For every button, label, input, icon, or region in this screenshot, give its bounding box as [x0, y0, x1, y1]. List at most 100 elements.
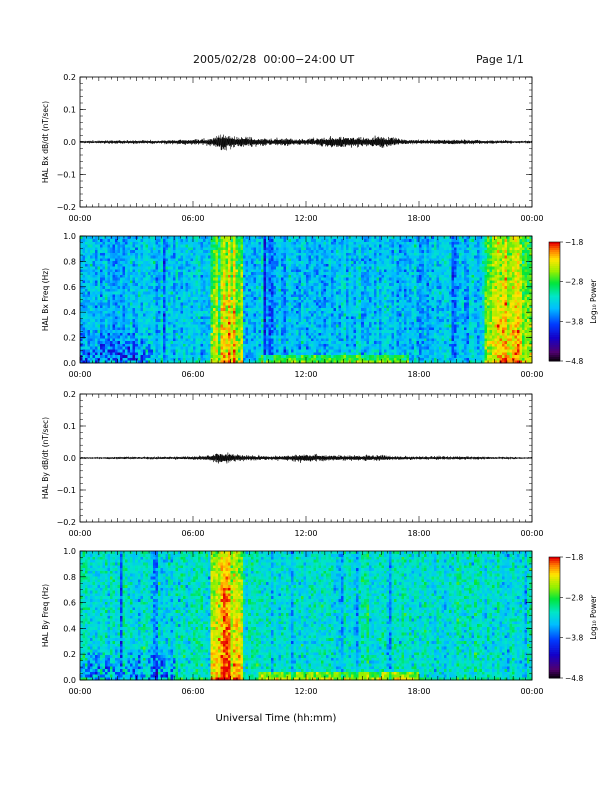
spectrogram-cell	[298, 291, 302, 295]
spectrogram-cell	[185, 329, 189, 333]
spectrogram-cell	[125, 332, 129, 336]
spectrogram-cell	[127, 280, 131, 284]
spectrogram-cell	[90, 249, 93, 253]
spectrogram-cell	[97, 258, 101, 262]
spectrogram-cell	[265, 255, 269, 259]
spectrogram-cell	[306, 299, 309, 303]
spectrogram-cell	[162, 241, 166, 245]
spectrogram-cell	[308, 282, 312, 286]
spectrogram-cell	[200, 346, 204, 350]
spectrogram-cell	[328, 247, 332, 251]
spectrogram-cell	[182, 332, 186, 336]
spectrogram-cell	[170, 296, 174, 300]
spectrogram-cell	[172, 313, 176, 317]
spectrogram-cell	[338, 285, 342, 289]
spectrogram-cell	[268, 282, 272, 286]
spectrogram-cell	[167, 335, 171, 339]
spectrogram-cell	[273, 252, 277, 256]
spectrogram-cell	[333, 288, 337, 292]
spectrogram-cell	[203, 351, 206, 356]
spectrogram-cell	[311, 332, 314, 336]
spectrogram-cell	[243, 274, 247, 278]
spectrogram-cell	[95, 238, 98, 242]
spectrogram-cell	[293, 258, 297, 262]
spectrogram-cell	[225, 299, 229, 303]
spectrogram-cell	[270, 255, 274, 259]
spectrogram-cell	[283, 291, 287, 295]
spectrogram-cell	[160, 357, 164, 361]
spectrogram-cell	[263, 282, 267, 286]
spectrogram-cell	[130, 360, 134, 364]
spectrogram-cell	[112, 263, 116, 267]
spectrogram-cell	[187, 357, 191, 361]
spectrogram-cell	[338, 307, 342, 311]
spectrogram-cell	[306, 238, 309, 242]
spectrogram-cell	[328, 357, 332, 361]
spectrogram-cell	[208, 321, 211, 325]
spectrogram-cell	[260, 263, 264, 267]
spectrogram-cell	[326, 258, 329, 262]
spectrogram-cell	[190, 324, 194, 328]
spectrogram-cell	[321, 291, 324, 295]
spectrogram-cell	[142, 288, 146, 292]
spectrogram-cell	[208, 332, 211, 336]
spectrogram-cell	[218, 291, 221, 295]
spectrogram-cell	[165, 296, 169, 300]
spectrogram-cell	[316, 269, 319, 273]
spectrogram-cell	[185, 324, 189, 328]
spectrogram-cell	[130, 241, 134, 245]
spectrogram-cell	[298, 302, 302, 306]
spectrogram-cell	[313, 296, 317, 300]
spectrogram-cell	[180, 296, 184, 300]
spectrogram-cell	[82, 327, 86, 331]
spectrogram-cell	[311, 329, 314, 333]
spectrogram-cell	[120, 332, 123, 336]
spectrogram-cell	[260, 258, 264, 262]
spectrogram-cell	[298, 349, 302, 353]
spectrogram-cell	[265, 258, 269, 262]
spectrogram-cell	[336, 324, 339, 328]
spectrogram-cell	[240, 293, 244, 298]
spectrogram-cell	[208, 318, 211, 322]
spectrogram-cell	[167, 313, 171, 317]
spectrogram-cell	[92, 332, 96, 336]
spectrogram-cell	[175, 288, 179, 292]
spectrogram-cell	[220, 310, 224, 314]
spectrogram-cell	[127, 316, 131, 320]
spectrogram-cell	[115, 332, 118, 336]
spectrogram-cell	[117, 258, 121, 262]
spectrogram-cell	[165, 277, 169, 281]
spectrogram-cell	[162, 288, 166, 292]
spectrogram-cell	[265, 327, 269, 331]
spectrogram-cell	[218, 247, 221, 251]
spectrogram-cell	[180, 247, 184, 251]
spectrogram-cell	[210, 293, 214, 298]
spectrogram-cell	[198, 340, 201, 344]
spectrogram-cell	[285, 271, 289, 275]
spectrogram-cell	[228, 260, 231, 264]
spectrogram-cell	[336, 299, 339, 303]
spectrogram-cell	[147, 307, 151, 311]
spectrogram-cell	[260, 340, 264, 344]
spectrogram-cell	[321, 354, 324, 358]
spectrogram-cell	[97, 260, 101, 264]
spectrogram-cell	[190, 316, 194, 320]
spectrogram-cell	[155, 318, 159, 322]
spectrogram-cell	[321, 343, 324, 347]
spectrogram-cell	[135, 274, 139, 278]
spectrogram-cell	[105, 324, 108, 328]
spectrogram-cell	[243, 266, 247, 270]
spectrogram-cell	[187, 321, 191, 325]
spectrogram-cell	[208, 349, 211, 353]
spectrogram-cell	[295, 327, 299, 331]
spectrogram-cell	[190, 302, 194, 306]
spectrogram-cell	[235, 266, 239, 270]
spectrogram-cell	[167, 310, 171, 314]
spectrogram-cell	[117, 274, 121, 278]
spectrogram-cell	[218, 332, 221, 336]
spectrogram-cell	[193, 329, 196, 333]
spectrogram-cell	[233, 354, 236, 358]
spectrogram-cell	[125, 274, 129, 278]
spectrogram-cell	[248, 349, 252, 353]
spectrogram-cell	[115, 244, 118, 248]
